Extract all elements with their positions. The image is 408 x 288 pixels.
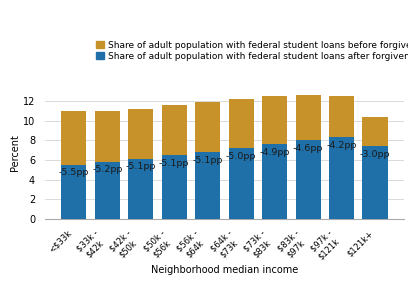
Bar — [128, 109, 153, 159]
Bar — [95, 162, 120, 219]
Bar — [295, 95, 321, 140]
Text: -3.0pp: -3.0pp — [360, 150, 390, 159]
Bar — [195, 152, 220, 219]
Text: -5.5pp: -5.5pp — [59, 168, 89, 177]
Bar — [195, 102, 220, 152]
Bar — [228, 99, 254, 148]
Bar — [61, 111, 86, 165]
Bar — [162, 155, 187, 219]
Bar — [262, 144, 287, 219]
Text: -5.0pp: -5.0pp — [226, 152, 256, 161]
Bar — [128, 159, 153, 219]
Y-axis label: Percent: Percent — [10, 134, 20, 171]
Bar — [61, 165, 86, 219]
Legend: Share of adult population with federal student loans before forgiveness, Share o: Share of adult population with federal s… — [96, 41, 408, 61]
Bar — [362, 146, 388, 219]
Bar — [228, 148, 254, 219]
Bar — [295, 140, 321, 219]
Text: -4.6pp: -4.6pp — [293, 144, 323, 153]
X-axis label: Neighborhood median income: Neighborhood median income — [151, 265, 298, 275]
Bar — [162, 105, 187, 155]
Bar — [362, 117, 388, 146]
Text: -5.1pp: -5.1pp — [159, 158, 189, 168]
Text: -4.2pp: -4.2pp — [326, 141, 357, 150]
Text: -4.9pp: -4.9pp — [259, 148, 290, 157]
Bar — [262, 96, 287, 144]
Text: -5.1pp: -5.1pp — [126, 162, 156, 171]
Bar — [95, 111, 120, 162]
Text: -5.1pp: -5.1pp — [193, 156, 223, 164]
Text: -5.2pp: -5.2pp — [92, 165, 122, 175]
Bar — [329, 137, 354, 219]
Bar — [329, 96, 354, 137]
